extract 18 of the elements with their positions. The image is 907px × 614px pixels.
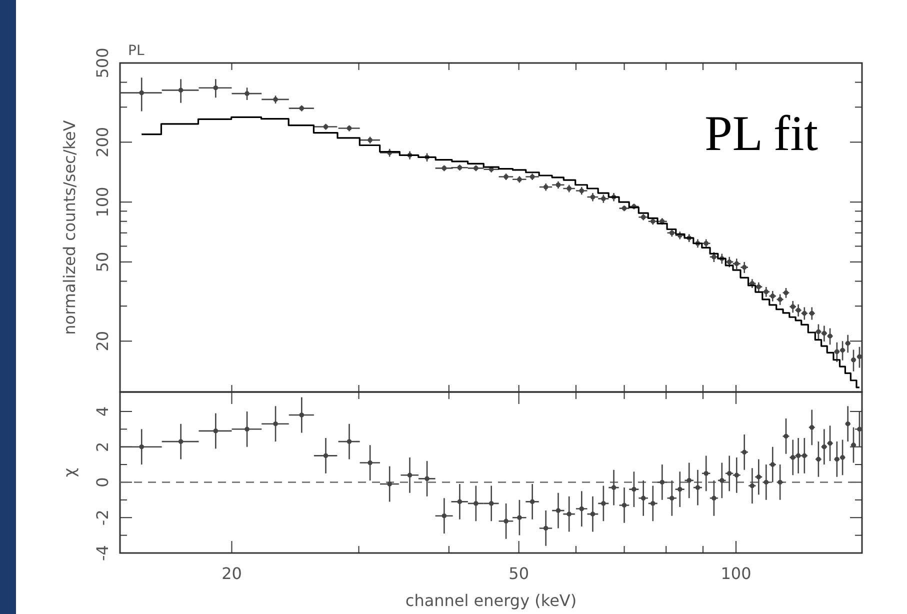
x-tick-label: 50 xyxy=(508,564,530,583)
y-tick-label: -2 xyxy=(93,510,112,526)
y-axis-title: χ xyxy=(60,468,79,478)
y-tick-label: 20 xyxy=(93,330,112,352)
y-tick-label: -4 xyxy=(93,545,112,561)
annotation: PL fit xyxy=(704,105,818,161)
x-tick-label: 100 xyxy=(720,564,752,583)
x-axis-title: channel energy (keV) xyxy=(405,591,577,610)
y-axis-title: normalized counts/sec/keV xyxy=(60,120,79,335)
y-tick-label: 4 xyxy=(93,406,112,417)
y-tick-label: 0 xyxy=(93,477,112,488)
y-tick-label: 200 xyxy=(93,126,112,158)
y-tick-label: 500 xyxy=(93,48,112,78)
chart-title: PL xyxy=(128,43,144,59)
y-tick-label: 50 xyxy=(93,252,112,272)
y-tick-label: 2 xyxy=(93,442,112,452)
x-tick-label: 20 xyxy=(222,564,242,583)
y-tick-label: 100 xyxy=(93,186,112,218)
